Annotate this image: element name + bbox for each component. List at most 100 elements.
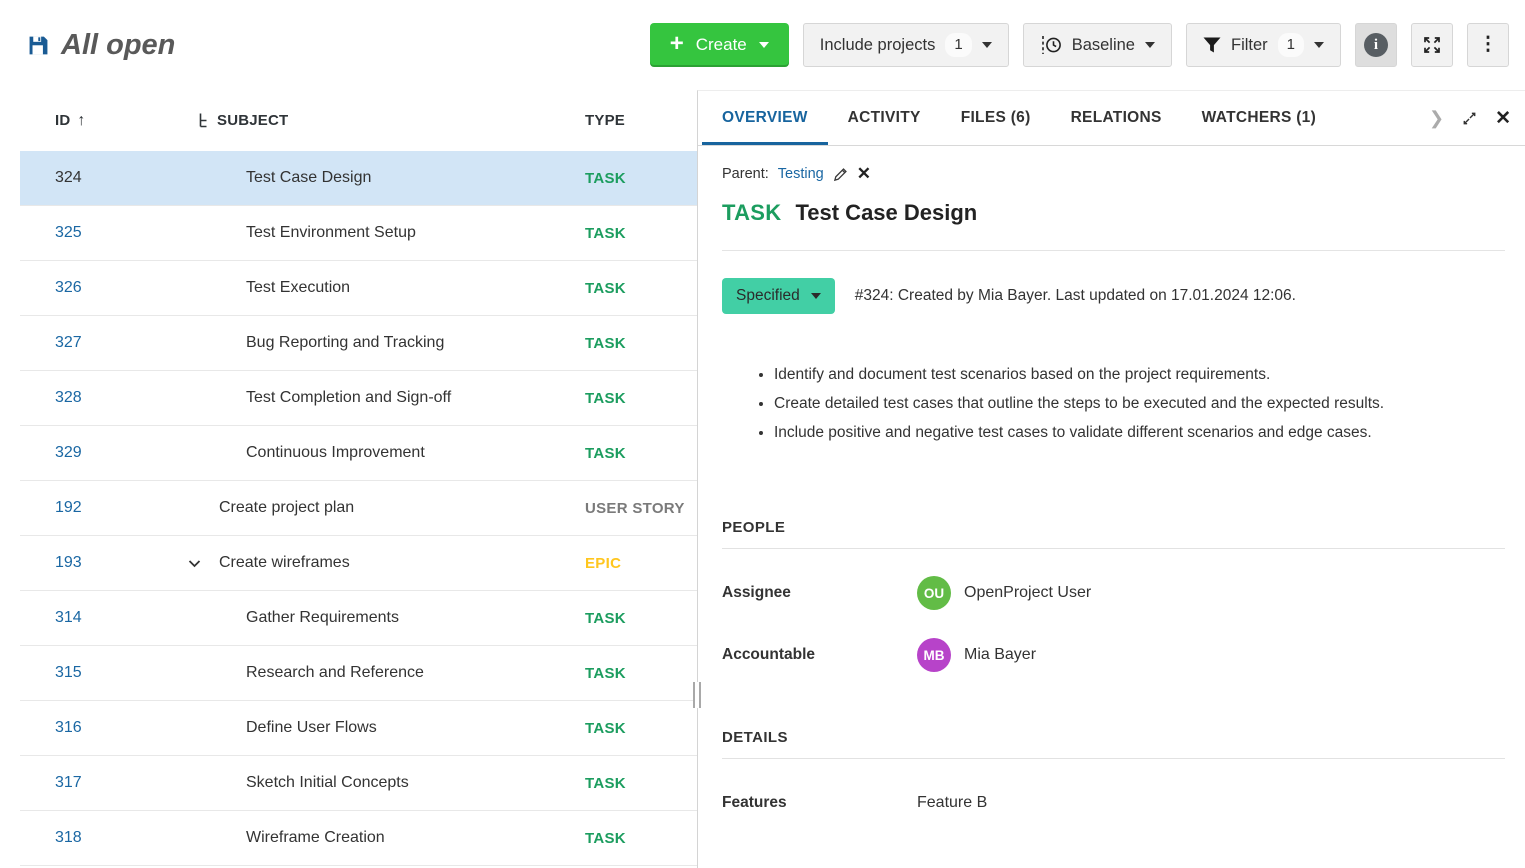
table-row[interactable]: 324 Test Case Design TASK — [20, 151, 697, 206]
table-row[interactable]: 325 Test Environment Setup TASK — [20, 206, 697, 261]
work-package-id-link[interactable]: 315 — [55, 664, 82, 681]
table-row[interactable]: 193 Create wireframes EPIC — [20, 536, 697, 591]
remove-parent-icon[interactable]: ✕ — [856, 164, 871, 183]
work-package-subject-cell: Sketch Initial Concepts — [198, 774, 567, 792]
work-package-details-panel: OVERVIEW ACTIVITY FILES (6) RELATIONS WATCHE… — [697, 90, 1525, 868]
table-row[interactable]: 328 Test Completion and Sign-off TASK — [20, 371, 697, 426]
details-tab-bar: OVERVIEW ACTIVITY FILES (6) RELATIONS WATCHE… — [698, 91, 1525, 146]
table-row[interactable]: 318 Wireframe Creation TASK — [20, 811, 697, 866]
person-field-row: Accountable MB Mia Bayer — [722, 637, 1505, 673]
work-package-id-link[interactable]: 193 — [55, 554, 82, 571]
table-row[interactable]: 329 Continuous Improvement TASK — [20, 426, 697, 481]
work-package-subject-cell: Continuous Improvement — [198, 444, 567, 462]
work-package-id-link[interactable]: 327 — [55, 334, 82, 351]
work-package-type: TASK — [585, 774, 626, 792]
work-package-id-link[interactable]: 192 — [55, 499, 82, 516]
expand-panel-icon[interactable] — [1461, 110, 1478, 127]
create-button[interactable]: + Create — [649, 23, 789, 67]
field-value[interactable]: Feature B — [917, 794, 988, 811]
table-row[interactable]: 315 Research and Reference TASK — [20, 646, 697, 701]
tab-overview[interactable]: OVERVIEW — [702, 91, 828, 145]
panel-resize-handle[interactable] — [693, 682, 701, 708]
column-header-type[interactable]: TYPE — [585, 112, 625, 129]
work-package-id-cell: 314 — [20, 609, 198, 627]
work-package-id-link[interactable]: 317 — [55, 774, 82, 791]
work-package-type-label[interactable]: TASK — [722, 200, 782, 225]
work-package-type: TASK — [585, 719, 626, 737]
work-package-type: TASK — [585, 829, 626, 847]
table-body: 324 Test Case Design TASK 325 Test Environme… — [20, 151, 697, 866]
work-package-type: TASK — [585, 389, 626, 407]
parent-link[interactable]: Testing — [777, 166, 824, 182]
work-package-id-link[interactable]: 325 — [55, 224, 82, 241]
tab-activity[interactable]: ACTIVITY — [847, 109, 921, 126]
kebab-menu-icon: ⋮ — [1478, 34, 1498, 55]
chevron-right-icon[interactable]: ❯ — [1428, 107, 1445, 128]
work-package-subject: Test Environment Setup — [246, 224, 416, 241]
column-header-id[interactable]: ID ↑ — [55, 111, 86, 130]
close-icon[interactable]: ✕ — [1495, 107, 1511, 129]
work-package-type: USER STORY — [585, 499, 685, 517]
work-package-id-cell: 192 — [20, 499, 198, 517]
fullscreen-button[interactable] — [1411, 23, 1453, 67]
baseline-label: Baseline — [1071, 35, 1135, 54]
work-package-subject-cell: Test Execution — [198, 279, 567, 297]
table-row[interactable]: 317 Sketch Initial Concepts TASK — [20, 756, 697, 811]
work-package-type: TASK — [585, 334, 626, 352]
work-package-title[interactable]: Test Case Design — [795, 200, 978, 225]
work-package-id-link[interactable]: 329 — [55, 444, 82, 461]
table-row[interactable]: 326 Test Execution TASK — [20, 261, 697, 316]
filter-button[interactable]: Filter 1 — [1185, 23, 1341, 67]
work-package-subject: Create wireframes — [219, 554, 350, 571]
table-row[interactable]: 316 Define User Flows TASK — [20, 701, 697, 756]
details-fields: Features Feature B — [722, 785, 1505, 821]
field-label: Features — [722, 794, 787, 811]
work-package-type: TASK — [585, 169, 626, 187]
work-package-id-link[interactable]: 324 — [55, 169, 82, 186]
edit-pencil-icon[interactable] — [833, 167, 848, 182]
status-row: Specified #324: Created by Mia Bayer. La… — [722, 278, 1505, 314]
baseline-clock-icon — [1040, 34, 1062, 56]
chevron-down-icon — [810, 293, 821, 299]
info-details-button[interactable]: i — [1355, 23, 1397, 67]
work-package-type: TASK — [585, 224, 626, 242]
hierarchy-icon — [198, 113, 209, 128]
work-package-id-link[interactable]: 316 — [55, 719, 82, 736]
work-package-type: TASK — [585, 664, 626, 682]
work-package-subject-cell: Research and Reference — [198, 664, 567, 682]
avatar: OU — [917, 576, 951, 610]
work-package-id-link[interactable]: 314 — [55, 609, 82, 626]
table-row[interactable]: 314 Gather Requirements TASK — [20, 591, 697, 646]
table-row[interactable]: 327 Bug Reporting and Tracking TASK — [20, 316, 697, 371]
tab-files-6[interactable]: FILES (6) — [960, 109, 1031, 126]
person-name: OpenProject User — [964, 584, 1092, 601]
work-package-id-cell: 317 — [20, 774, 198, 792]
people-fields: Assignee OU OpenProject User Accountable MB M… — [722, 575, 1505, 673]
collapse-chevron-icon[interactable] — [188, 558, 202, 568]
tab-watchers-1[interactable]: WATCHERS (1) — [1201, 109, 1317, 126]
person-link[interactable]: MB Mia Bayer — [917, 638, 1036, 672]
column-header-subject[interactable]: SUBJECT — [198, 112, 567, 129]
tab-relations[interactable]: RELATIONS — [1070, 109, 1162, 126]
work-package-subject-cell: Test Environment Setup — [198, 224, 567, 242]
save-icon[interactable] — [28, 35, 49, 56]
table-row[interactable]: 192 Create project plan USER STORY — [20, 481, 697, 536]
status-label: Specified — [736, 287, 800, 304]
main-split-view: ID ↑ SUBJECT TYPE 324 Test Case Design TAS… — [0, 90, 1525, 868]
more-menu-button[interactable]: ⋮ — [1467, 23, 1509, 67]
status-button[interactable]: Specified — [722, 278, 835, 314]
include-projects-button[interactable]: Include projects 1 — [802, 23, 1009, 67]
parent-row: Parent: Testing ✕ — [722, 164, 1505, 184]
table-header-row: ID ↑ SUBJECT TYPE — [20, 90, 697, 151]
chevron-down-icon — [1314, 42, 1324, 48]
work-package-subject: Sketch Initial Concepts — [246, 774, 409, 791]
work-package-table: ID ↑ SUBJECT TYPE 324 Test Case Design TAS… — [0, 90, 697, 868]
description-list: Identify and document test scenarios bas… — [722, 360, 1505, 447]
person-link[interactable]: OU OpenProject User — [917, 576, 1091, 610]
detail-field-row: Features Feature B — [722, 785, 1505, 821]
work-package-id-cell: 329 — [20, 444, 198, 462]
work-package-id-link[interactable]: 326 — [55, 279, 82, 296]
work-package-id-link[interactable]: 328 — [55, 389, 82, 406]
work-package-id-link[interactable]: 318 — [55, 829, 82, 846]
baseline-button[interactable]: Baseline — [1022, 23, 1172, 67]
